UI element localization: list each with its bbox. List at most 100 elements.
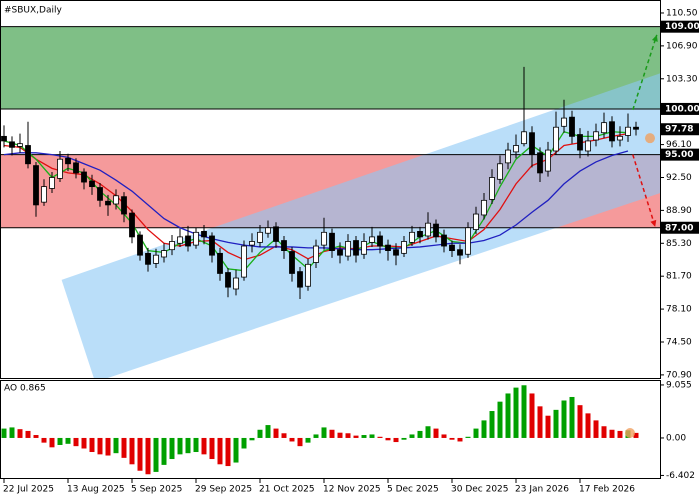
y-tick-label: 81.70 <box>666 272 692 282</box>
ao-bar <box>241 437 247 449</box>
ao-bar <box>145 437 151 475</box>
ao-bar <box>153 437 159 472</box>
candle-body <box>265 227 271 234</box>
price-label-box <box>661 148 699 161</box>
ao-bar <box>385 437 391 441</box>
candle-body <box>233 277 239 290</box>
candle-body <box>409 231 415 243</box>
candle-body <box>361 241 367 255</box>
ao-bar <box>201 437 207 455</box>
y-tick-label: 88.90 <box>666 206 692 216</box>
y-tick-label: 0.00 <box>666 433 686 443</box>
candle-body <box>89 180 95 188</box>
y-tick-label: 74.50 <box>666 337 692 347</box>
candle-body <box>25 145 31 165</box>
candle-body <box>121 196 127 215</box>
ao-bar <box>65 437 71 444</box>
price-label: 100.00 <box>665 104 700 114</box>
ao-bar <box>105 437 111 456</box>
candle-body <box>457 249 463 256</box>
candle-body <box>257 231 263 243</box>
ao-bar <box>281 433 287 438</box>
ao-bar <box>161 437 167 465</box>
candle-body <box>593 131 599 141</box>
ao-bar <box>545 415 551 438</box>
candle-body <box>329 232 335 251</box>
ao-bar <box>33 435 39 438</box>
candle-body <box>449 244 455 251</box>
candle-body <box>369 236 375 243</box>
y-tick-label: 103.30 <box>666 74 698 84</box>
candle-body <box>281 240 287 251</box>
candle-body <box>417 231 423 238</box>
ao-bar <box>521 385 527 438</box>
ao-bar <box>513 387 519 438</box>
candle-body <box>617 135 623 141</box>
price-label-box <box>661 20 699 33</box>
candle-body <box>289 251 295 274</box>
candle-body <box>433 223 439 238</box>
ao-bar <box>569 396 575 438</box>
ao-bar <box>297 437 303 447</box>
x-tick-label: 17 Feb 2026 <box>579 485 635 495</box>
ao-bar <box>89 437 95 453</box>
candle-body <box>545 149 551 172</box>
ao-bar <box>497 401 503 438</box>
candle-body <box>553 126 559 152</box>
candle-body <box>129 212 135 238</box>
ao-bar <box>417 430 423 438</box>
candle-body <box>225 272 231 288</box>
ao-bar <box>577 405 583 438</box>
price-label: 87.00 <box>665 223 693 233</box>
candle-body <box>609 121 615 142</box>
candle-body <box>193 231 199 246</box>
candle-body <box>65 157 71 165</box>
ao-bar <box>73 437 79 447</box>
marker <box>645 133 655 144</box>
ao-bar <box>57 437 63 445</box>
candle-body <box>465 227 471 255</box>
ao-bar <box>337 432 343 438</box>
marker <box>625 427 635 438</box>
candle-body <box>169 241 175 251</box>
ao-bar <box>25 430 31 438</box>
candle-body <box>81 171 87 183</box>
price-label-box <box>661 123 699 136</box>
x-tick-label: 23 Jan 2026 <box>515 485 569 495</box>
x-tick-label: 12 Nov 2025 <box>323 485 381 495</box>
ao-bar <box>633 432 639 438</box>
y-tick-label: 96.10 <box>666 140 692 150</box>
candle-body <box>57 158 63 179</box>
ao-bar <box>17 429 23 438</box>
ao-bar <box>169 437 175 460</box>
ao-bar <box>49 437 55 448</box>
candle-body <box>177 236 183 244</box>
arrow-head <box>650 219 657 227</box>
zone <box>0 26 660 109</box>
candle-body <box>625 126 631 136</box>
candle-body <box>113 195 119 205</box>
candle-body <box>577 134 583 151</box>
ao-bar <box>473 428 479 438</box>
ao-bar <box>465 436 471 438</box>
ao-bar <box>561 400 567 438</box>
ao-bar <box>137 437 143 471</box>
candle-body <box>161 250 167 258</box>
candle-body <box>9 141 15 148</box>
candle-body <box>633 126 639 130</box>
ao-title: AO 0.865 <box>4 384 46 394</box>
candle-body <box>273 226 279 242</box>
candle-body <box>97 187 103 201</box>
ao-bar <box>425 426 431 438</box>
ao-bar <box>345 433 351 438</box>
price-label: 95.00 <box>665 150 693 160</box>
price-pane-border <box>0 0 661 379</box>
candle-body <box>393 249 399 256</box>
ao-bar <box>585 413 591 438</box>
candle-body <box>521 131 527 145</box>
y-tick-label: 70.90 <box>666 370 692 380</box>
candle-body <box>297 271 303 288</box>
ao-bar <box>505 393 511 438</box>
x-tick-label: 21 Oct 2025 <box>259 485 315 495</box>
candle-body <box>33 165 39 206</box>
